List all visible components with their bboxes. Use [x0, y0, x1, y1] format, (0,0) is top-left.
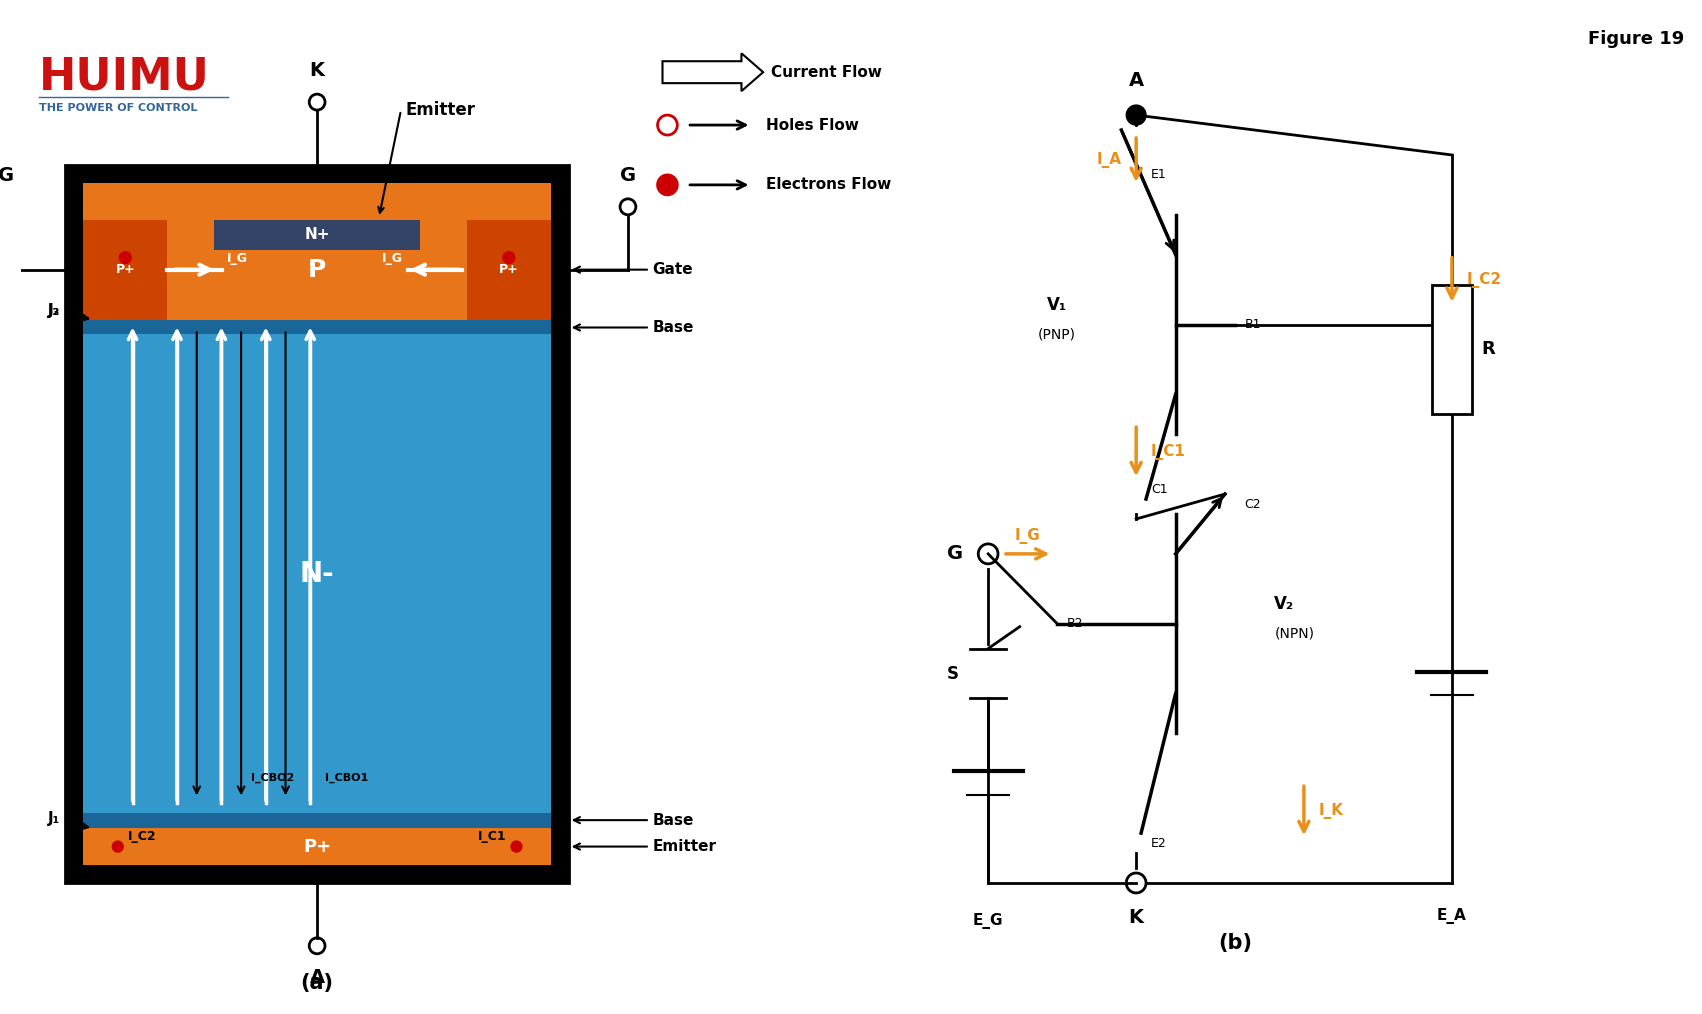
- Circle shape: [504, 251, 514, 264]
- Text: (NPN): (NPN): [1275, 627, 1314, 641]
- Text: Holes Flow: Holes Flow: [766, 118, 860, 133]
- Text: S: S: [946, 664, 958, 682]
- Text: I_C1: I_C1: [1151, 444, 1186, 459]
- Circle shape: [511, 841, 523, 852]
- Text: Gate: Gate: [574, 263, 693, 277]
- Text: C2: C2: [1244, 498, 1261, 510]
- Text: I_A: I_A: [1096, 152, 1122, 168]
- Text: I_K: I_K: [1319, 803, 1343, 818]
- Text: Base: Base: [574, 812, 694, 827]
- Text: I_CBO1: I_CBO1: [325, 773, 368, 783]
- Bar: [65, 165, 568, 883]
- Text: E_A: E_A: [1436, 908, 1467, 924]
- Text: C1: C1: [1151, 483, 1168, 496]
- Text: Base: Base: [574, 320, 694, 335]
- Bar: [1431, 285, 1472, 415]
- Circle shape: [119, 251, 131, 264]
- Text: HUIMU: HUIMU: [39, 55, 209, 98]
- FancyArrow shape: [662, 54, 762, 91]
- Bar: [420, 220, 551, 249]
- Circle shape: [112, 841, 123, 852]
- Bar: [83, 220, 214, 249]
- Bar: [83, 220, 551, 319]
- Text: E1: E1: [1151, 168, 1166, 182]
- Text: J₁: J₁: [48, 811, 61, 826]
- Bar: [83, 319, 551, 335]
- Text: P+: P+: [303, 838, 332, 856]
- Text: N-: N-: [300, 560, 334, 588]
- Text: Emitter: Emitter: [407, 101, 477, 119]
- Bar: [214, 220, 420, 249]
- Text: Current Flow: Current Flow: [771, 65, 882, 80]
- Text: I_G: I_G: [381, 251, 403, 265]
- Bar: [83, 220, 167, 319]
- Text: N+: N+: [305, 227, 330, 242]
- Text: G: G: [0, 166, 14, 185]
- Text: P+: P+: [116, 264, 134, 276]
- Text: E2: E2: [1151, 837, 1166, 850]
- Text: R: R: [1481, 341, 1496, 358]
- Bar: [83, 828, 551, 865]
- Text: I_G: I_G: [1014, 528, 1040, 544]
- Text: K: K: [310, 61, 325, 80]
- Bar: [83, 319, 551, 828]
- Text: V₁: V₁: [1047, 295, 1067, 313]
- Text: B2: B2: [1067, 618, 1084, 630]
- Text: Emitter: Emitter: [574, 839, 717, 854]
- Text: A: A: [1128, 71, 1144, 90]
- Bar: [83, 183, 551, 220]
- Text: I_C2: I_C2: [1467, 272, 1501, 288]
- Text: I_C2: I_C2: [128, 830, 157, 843]
- Bar: [83, 813, 551, 828]
- Text: V₂: V₂: [1275, 595, 1295, 612]
- Text: K: K: [1128, 908, 1144, 927]
- Text: G: G: [948, 545, 963, 564]
- Text: I_C1: I_C1: [478, 830, 505, 843]
- Text: B1: B1: [1244, 318, 1261, 331]
- Text: THE POWER OF CONTROL: THE POWER OF CONTROL: [39, 103, 197, 114]
- Text: I_G: I_G: [226, 251, 248, 265]
- Text: J₃: J₃: [48, 302, 61, 317]
- Text: A: A: [310, 967, 325, 987]
- Text: E_G: E_G: [974, 913, 1004, 929]
- Text: J₂: J₂: [48, 302, 61, 317]
- Text: G: G: [620, 166, 637, 185]
- Text: (b): (b): [1219, 933, 1253, 953]
- Bar: [466, 220, 551, 319]
- Circle shape: [1127, 105, 1145, 125]
- Text: (a): (a): [301, 972, 334, 993]
- Circle shape: [657, 174, 677, 195]
- Text: Electrons Flow: Electrons Flow: [766, 177, 892, 193]
- Text: P: P: [308, 258, 327, 282]
- Text: I_CBO2: I_CBO2: [252, 773, 294, 783]
- Text: Figure 19: Figure 19: [1588, 30, 1683, 49]
- Text: P+: P+: [499, 264, 519, 276]
- Text: (PNP): (PNP): [1038, 328, 1076, 342]
